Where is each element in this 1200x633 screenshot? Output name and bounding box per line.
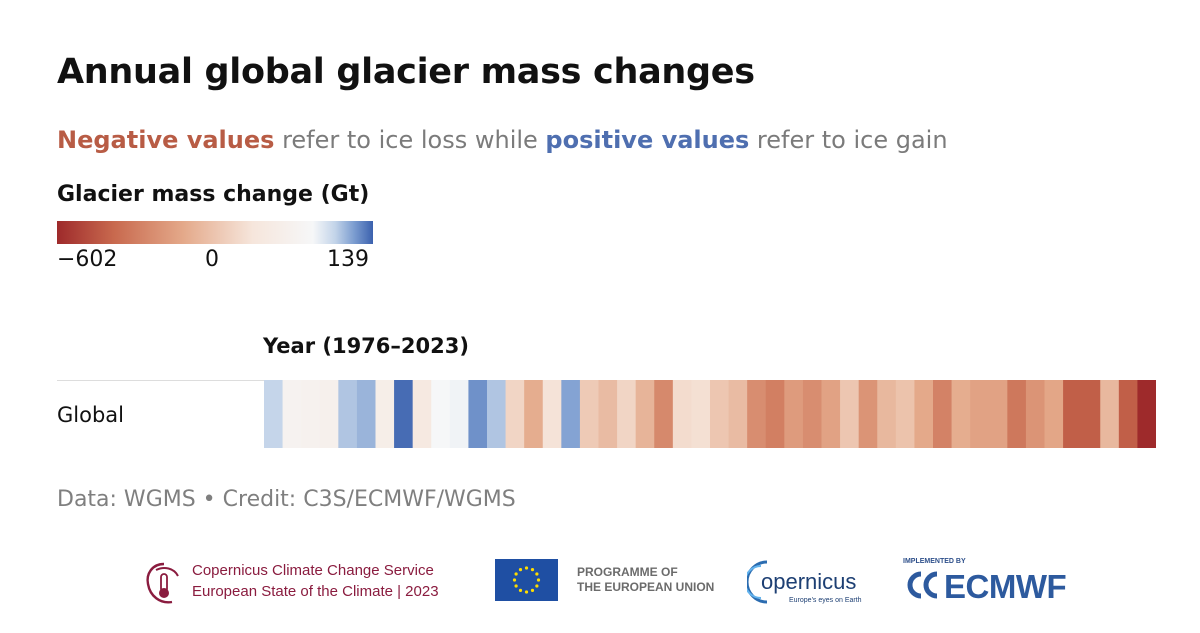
eu-star-icon: [535, 584, 539, 588]
ecmwf-wordmark: ECMWF: [944, 568, 1067, 605]
heatmap-cell-2016: [1007, 380, 1027, 448]
heatmap-cell-1996: [635, 380, 655, 448]
heatmap-cell-2011: [914, 380, 934, 448]
heatmap-cell-2005: [802, 380, 822, 448]
heatmap-cell-2022: [1118, 380, 1138, 448]
x-axis-label: Year (1976–2023): [263, 334, 469, 358]
legend-title: Glacier mass change (Gt): [57, 182, 370, 207]
chart-subtitle: Negative values refer to ice loss while …: [57, 126, 948, 154]
c3s-report: European State of the Climate | 2023: [192, 583, 439, 600]
eu-star-icon: [512, 578, 517, 582]
heatmap-cell-2015: [988, 380, 1008, 448]
heatmap-cell-1979: [319, 380, 339, 448]
subtitle-middle: refer to ice loss while: [274, 126, 546, 154]
eu-star-icon: [524, 590, 529, 594]
heatmap-cell-2013: [951, 380, 971, 448]
row-divider: [57, 380, 264, 381]
heatmap-cell-2018: [1044, 380, 1064, 448]
heatmap-cell-1988: [487, 380, 506, 448]
heatmap-cell-1998: [672, 380, 692, 448]
heatmap-cell-1995: [617, 380, 637, 448]
heatmap-cell-1983: [394, 380, 414, 448]
eu-star-icon: [536, 578, 541, 582]
heatmap-cell-1987: [468, 380, 488, 448]
data-credit: Data: WGMS • Credit: C3S/ECMWF/WGMS: [57, 487, 516, 512]
heatmap-cell-2000: [710, 380, 729, 448]
heatmap-cell-1982: [375, 380, 395, 448]
heatmap-cell-1990: [524, 380, 544, 448]
heatmap-cell-1986: [449, 380, 469, 448]
chart-title: Annual global glacier mass changes: [57, 52, 755, 92]
subtitle-end: refer to ice gain: [749, 126, 948, 154]
heatmap-cell-2009: [877, 380, 897, 448]
positive-values-label: positive values: [545, 126, 750, 154]
heatmap-cell-1999: [691, 380, 711, 448]
legend-min-label: −602: [57, 247, 118, 272]
heatmap-cell-1984: [412, 380, 432, 448]
heatmap-cell-2003: [765, 380, 785, 448]
eu-star-icon: [518, 588, 523, 592]
c3s-text: Copernicus Climate Change Service Europe…: [192, 560, 439, 602]
heatmap-cell-2020: [1081, 380, 1101, 448]
eu-star-icon: [530, 588, 535, 592]
heatmap-cell-1985: [431, 380, 451, 448]
glacier-heatmap: [264, 380, 1156, 448]
legend-max-label: 139: [327, 247, 369, 272]
c3s-name: Copernicus Climate Change Service: [192, 562, 434, 579]
heatmap-cell-2023: [1137, 380, 1156, 448]
heatmap-cell-2010: [895, 380, 915, 448]
heatmap-cell-2004: [784, 380, 804, 448]
copernicus-wordmark: opernicus: [761, 569, 856, 594]
legend-zero-label: 0: [205, 247, 219, 272]
heatmap-cell-2017: [1025, 380, 1045, 448]
copernicus-tagline: Europe's eyes on Earth: [789, 597, 862, 604]
eu-line-1: PROGRAMME OF: [577, 565, 678, 579]
heatmap-cell-2001: [728, 380, 748, 448]
heatmap-cell-2008: [858, 380, 878, 448]
eu-star-icon: [518, 568, 523, 572]
copernicus-logo-icon: opernicus Europe's eyes on Earth: [747, 560, 862, 604]
heatmap-cell-1991: [542, 380, 562, 448]
heatmap-cell-2006: [821, 380, 841, 448]
heatmap-cell-1993: [579, 380, 599, 448]
heatmap-cell-1994: [598, 380, 618, 448]
eu-star-icon: [514, 572, 518, 576]
heatmap-cell-1980: [338, 380, 358, 448]
eu-flag-icon: [495, 559, 558, 601]
heatmap-cell-2007: [840, 380, 860, 448]
eu-programme-text: PROGRAMME OF THE EUROPEAN UNION: [577, 565, 714, 595]
eu-star-icon: [535, 572, 539, 576]
heatmap-cell-1978: [301, 380, 321, 448]
color-scale-bar: [57, 221, 373, 244]
row-label-global: Global: [57, 403, 124, 427]
heatmap-cell-2014: [970, 380, 990, 448]
c3s-logo-icon: [146, 562, 179, 604]
heatmap-cell-2019: [1063, 380, 1083, 448]
heatmap-cell-2012: [933, 380, 952, 448]
heatmap-cell-1992: [561, 380, 581, 448]
heatmap-cell-2021: [1100, 380, 1120, 448]
negative-values-label: Negative values: [57, 126, 275, 154]
eu-star-icon: [530, 568, 535, 572]
eu-line-2: THE EUROPEAN UNION: [577, 580, 715, 594]
heatmap-cell-1997: [654, 380, 674, 448]
heatmap-cell-1989: [505, 380, 525, 448]
ecmwf-logo-icon: [907, 571, 938, 599]
heatmap-cell-1976: [264, 380, 283, 448]
eu-star-icon: [514, 584, 518, 588]
heatmap-cell-1977: [282, 380, 302, 448]
heatmap-cell-1981: [356, 380, 376, 448]
ecmwf-implemented-by: IMPLEMENTED BY: [903, 558, 966, 565]
heatmap-cell-2002: [747, 380, 767, 448]
eu-star-icon: [524, 566, 529, 570]
footer-logos: Copernicus Climate Change Service Europe…: [0, 548, 1200, 618]
